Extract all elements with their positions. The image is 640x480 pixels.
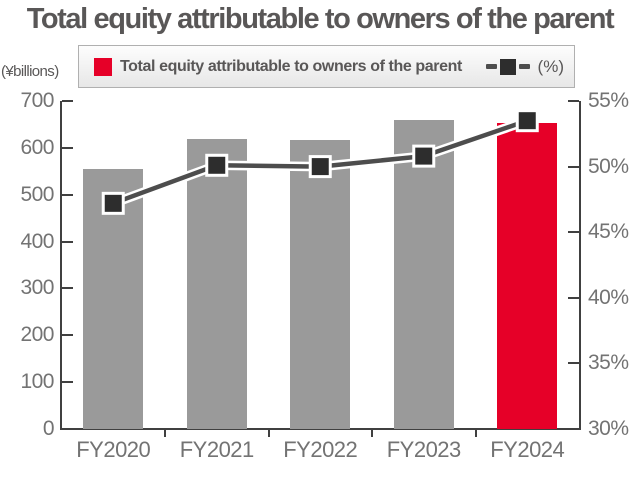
- right-axis-line: [578, 101, 581, 430]
- right-axis-tick-label: 35%: [588, 351, 629, 375]
- right-axis-tick: [568, 428, 579, 430]
- marker-FY2022: [311, 158, 329, 176]
- x-label-FY2024: FY2024: [490, 437, 565, 462]
- x-label-FY2022: FY2022: [283, 437, 358, 462]
- left-axis-tick: [61, 381, 73, 384]
- square-marker-icon: [499, 58, 516, 75]
- bar-FY2021: [186, 138, 247, 429]
- legend-bar-swatch: [94, 57, 112, 76]
- x-label-FY2023: FY2023: [386, 437, 462, 462]
- right-axis-tick-label: 45%: [588, 220, 629, 244]
- x-axis-boundary-tick: [371, 429, 373, 437]
- line-dash-icon: [485, 64, 497, 69]
- left-axis-tick-label: 700: [20, 89, 54, 112]
- x-axis-boundary-tick: [164, 429, 166, 437]
- right-axis-tick: [568, 165, 579, 168]
- left-axis-tick-label: 300: [20, 276, 54, 300]
- left-axis-tick: [61, 240, 73, 243]
- left-axis-tick-label: 500: [20, 182, 54, 206]
- x-axis-boundary-tick: [267, 429, 270, 437]
- marker-FY2020: [104, 194, 122, 212]
- left-axis-tick-label: 600: [20, 135, 54, 159]
- marker-FY2021: [208, 156, 226, 174]
- legend: Total equity attributable to owners of t…: [78, 45, 575, 88]
- left-axis-tick-label: 100: [20, 370, 54, 394]
- chart-title: Total equity attributable to owners of t…: [26, 3, 615, 35]
- legend-line-label: (%): [537, 56, 564, 76]
- x-label-FY2020: FY2020: [76, 437, 151, 462]
- marker-FY2024: [518, 112, 536, 130]
- right-axis-tick: [568, 231, 579, 234]
- bar-FY2023: [393, 119, 454, 429]
- left-axis-tick: [61, 287, 73, 290]
- left-axis-line: [60, 101, 62, 430]
- right-axis-tick: [568, 362, 579, 365]
- x-label-FY2021: FY2021: [179, 437, 255, 462]
- bar-FY2024: [497, 123, 558, 429]
- left-axis-tick: [61, 428, 73, 430]
- line-dash-icon: [518, 64, 530, 69]
- left-axis-tick: [61, 193, 73, 196]
- legend-line-marker-icon: [485, 58, 530, 75]
- right-axis-tick-label: 55%: [588, 89, 629, 112]
- left-axis-unit-label: (¥billions): [1, 63, 59, 80]
- right-axis-tick-label: 30%: [588, 417, 629, 440]
- legend-bar-label: Total equity attributable to owners of t…: [120, 57, 462, 75]
- x-axis-boundary-tick: [474, 429, 477, 437]
- x-axis-baseline: [60, 428, 580, 430]
- right-axis-tick-label: 40%: [588, 285, 629, 309]
- left-axis-tick-label: 0: [42, 417, 55, 440]
- left-axis-tick: [61, 146, 73, 149]
- right-axis-tick: [568, 100, 579, 102]
- left-axis-tick-label: 200: [20, 323, 54, 347]
- right-axis-tick: [568, 296, 579, 299]
- left-axis-tick: [61, 100, 73, 102]
- left-axis-tick-label: 400: [20, 229, 54, 253]
- bar-FY2022: [290, 140, 351, 429]
- marker-FY2023: [415, 147, 433, 165]
- right-axis-tick-label: 50%: [588, 154, 629, 178]
- left-axis-tick: [61, 334, 73, 337]
